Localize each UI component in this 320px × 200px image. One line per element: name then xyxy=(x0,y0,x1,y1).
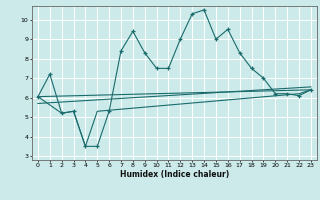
X-axis label: Humidex (Indice chaleur): Humidex (Indice chaleur) xyxy=(120,170,229,179)
